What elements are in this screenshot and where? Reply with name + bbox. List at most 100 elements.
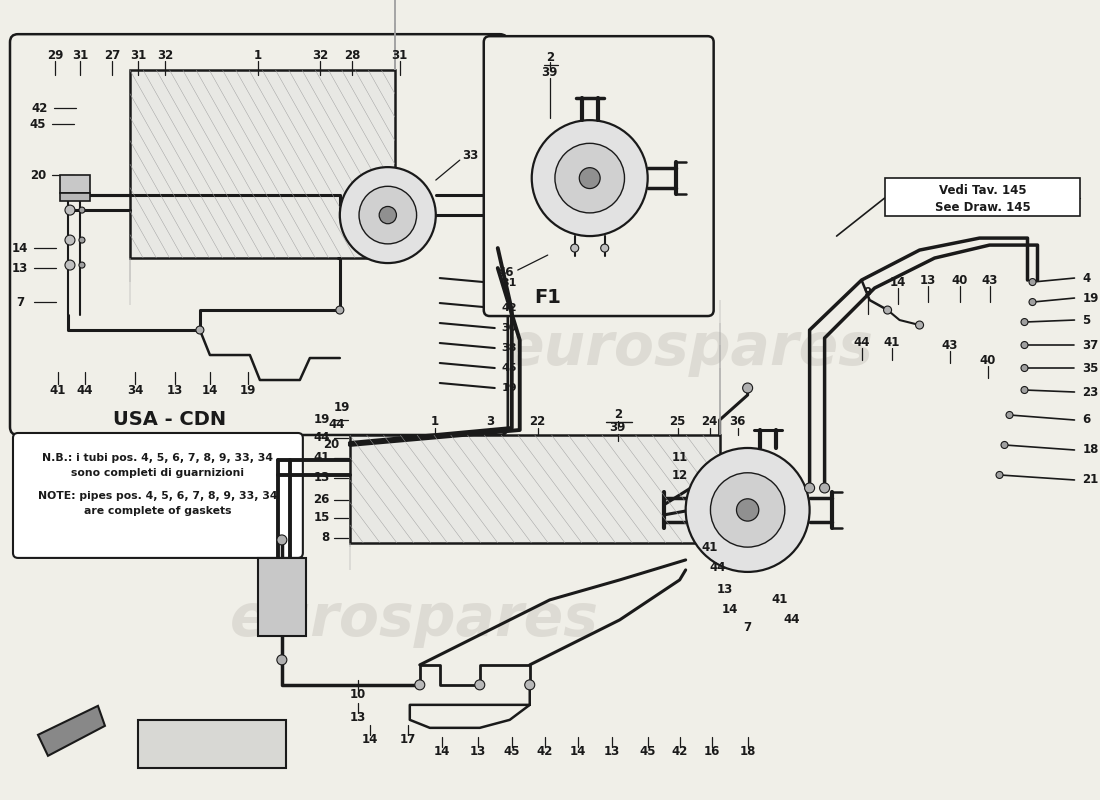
Text: See Draw. 145: See Draw. 145 [935, 201, 1031, 214]
Text: 3: 3 [486, 415, 494, 429]
Circle shape [1028, 298, 1036, 306]
Text: 23: 23 [1082, 386, 1099, 398]
Text: 19: 19 [502, 383, 517, 393]
Text: eurospares: eurospares [230, 591, 600, 648]
Text: 41: 41 [314, 451, 330, 465]
Text: 43: 43 [942, 338, 958, 351]
Bar [350, 435, 719, 543]
Circle shape [65, 205, 75, 215]
Circle shape [685, 448, 810, 572]
Text: 32: 32 [311, 49, 328, 62]
Circle shape [65, 260, 75, 270]
Text: 46: 46 [497, 266, 514, 278]
Text: 13: 13 [716, 583, 733, 597]
Text: 33: 33 [462, 149, 478, 162]
Text: 44: 44 [710, 562, 726, 574]
Text: 13: 13 [470, 746, 486, 758]
Circle shape [1021, 386, 1028, 394]
Text: 24: 24 [702, 415, 718, 429]
Text: 26: 26 [314, 494, 330, 506]
Text: 39: 39 [609, 422, 626, 434]
Text: 14: 14 [890, 275, 905, 289]
Circle shape [475, 680, 485, 690]
Text: 22: 22 [529, 415, 546, 429]
Circle shape [1028, 278, 1036, 286]
Text: 13: 13 [167, 383, 183, 397]
Circle shape [1021, 365, 1028, 371]
Text: 44: 44 [314, 431, 330, 445]
Circle shape [580, 168, 601, 189]
Text: 40: 40 [979, 354, 996, 366]
Bar [884, 178, 1080, 216]
Text: eurospares: eurospares [505, 319, 874, 377]
Text: 8: 8 [321, 531, 330, 545]
Circle shape [379, 206, 396, 224]
Text: 14: 14 [201, 383, 218, 397]
Text: 1: 1 [254, 49, 262, 62]
Text: 13: 13 [350, 711, 366, 724]
Bar [257, 558, 306, 636]
Text: 4: 4 [1082, 271, 1091, 285]
Text: 14: 14 [433, 746, 450, 758]
Text: 38: 38 [502, 343, 517, 353]
Circle shape [571, 244, 579, 252]
Circle shape [277, 655, 287, 665]
Text: 19: 19 [240, 383, 256, 397]
Text: 2: 2 [614, 409, 622, 422]
Circle shape [277, 535, 287, 545]
Text: 13: 13 [604, 746, 619, 758]
Circle shape [79, 262, 85, 268]
Text: 14: 14 [362, 734, 378, 746]
Circle shape [531, 120, 648, 236]
Text: 44: 44 [854, 335, 870, 349]
Text: N.B.: i tubi pos. 4, 5, 6, 7, 8, 9, 33, 34: N.B.: i tubi pos. 4, 5, 6, 7, 8, 9, 33, … [43, 453, 274, 463]
Text: 45: 45 [504, 746, 520, 758]
Text: 37: 37 [1082, 338, 1099, 351]
Text: 39: 39 [541, 66, 558, 78]
Circle shape [79, 237, 85, 243]
Polygon shape [39, 706, 104, 756]
Circle shape [711, 473, 784, 547]
Text: 14: 14 [12, 242, 29, 254]
Text: 19: 19 [1082, 291, 1099, 305]
Text: 41: 41 [702, 542, 718, 554]
Text: 42: 42 [671, 746, 688, 758]
Text: 17: 17 [399, 734, 416, 746]
Text: 20: 20 [323, 438, 340, 451]
Text: 5: 5 [1082, 314, 1091, 326]
Text: 13: 13 [920, 274, 936, 286]
Circle shape [804, 483, 815, 493]
Text: 45: 45 [502, 363, 517, 373]
Circle shape [1001, 442, 1008, 449]
Text: are complete of gaskets: are complete of gaskets [85, 506, 232, 516]
Text: 21: 21 [1082, 474, 1099, 486]
Circle shape [601, 244, 608, 252]
Text: 7: 7 [744, 622, 751, 634]
Text: 35: 35 [1082, 362, 1099, 374]
Text: 13: 13 [12, 262, 29, 274]
Text: 31: 31 [130, 49, 146, 62]
Circle shape [915, 321, 924, 329]
Text: 28: 28 [343, 49, 360, 62]
Text: 31: 31 [72, 49, 88, 62]
Text: NOTE: pipes pos. 4, 5, 6, 7, 8, 9, 33, 34: NOTE: pipes pos. 4, 5, 6, 7, 8, 9, 33, 3… [39, 491, 277, 501]
Circle shape [1021, 342, 1028, 349]
Text: 34: 34 [126, 383, 143, 397]
Text: 41: 41 [883, 335, 900, 349]
Text: 12: 12 [671, 470, 688, 482]
Text: 30: 30 [502, 323, 517, 333]
Circle shape [336, 306, 344, 314]
Circle shape [820, 483, 829, 493]
Circle shape [883, 306, 892, 314]
Text: sono completi di guarnizioni: sono completi di guarnizioni [72, 468, 244, 478]
Text: 7: 7 [15, 295, 24, 309]
Text: 42: 42 [502, 303, 517, 313]
Text: 25: 25 [670, 415, 686, 429]
Text: 1: 1 [431, 415, 439, 429]
Text: 18: 18 [739, 746, 756, 758]
Text: 20: 20 [30, 169, 46, 182]
Text: 15: 15 [314, 511, 330, 525]
Circle shape [359, 186, 417, 244]
Text: 42: 42 [537, 746, 553, 758]
Text: 31: 31 [502, 278, 517, 288]
